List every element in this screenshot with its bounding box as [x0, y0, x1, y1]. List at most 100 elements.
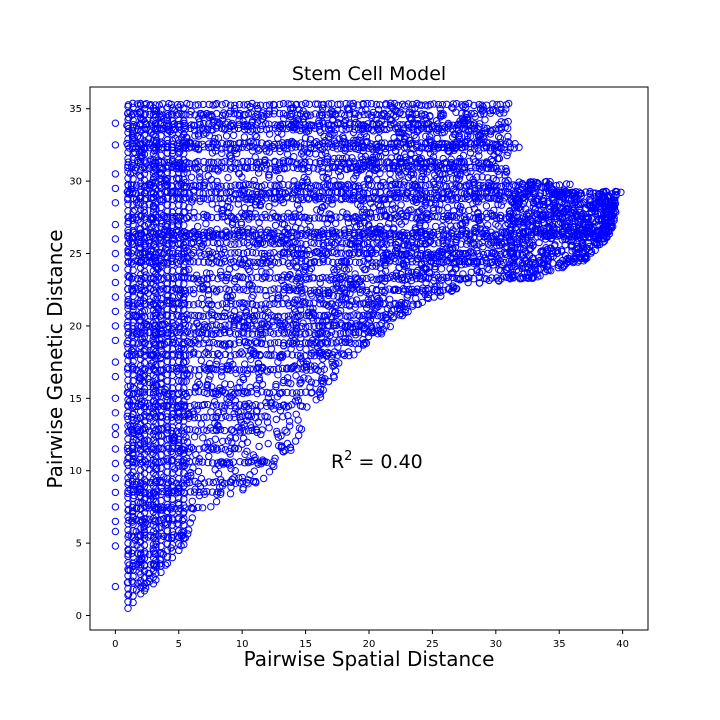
data-point [323, 158, 331, 166]
data-point [208, 259, 216, 267]
data-point [293, 187, 302, 196]
data-point [315, 239, 323, 248]
data-point [316, 128, 325, 137]
data-point [505, 139, 514, 147]
data-point [260, 474, 268, 483]
data-point [190, 433, 199, 441]
data-point [231, 240, 239, 248]
data-point [200, 164, 209, 173]
data-point [111, 394, 120, 402]
data-point [247, 274, 256, 282]
data-point [194, 258, 203, 266]
data-point [221, 111, 230, 119]
data-point [452, 238, 460, 247]
data-point [270, 231, 278, 239]
data-point [198, 504, 207, 512]
data-point [444, 124, 452, 132]
data-point [217, 189, 225, 198]
data-point [111, 141, 120, 149]
data-point [253, 285, 261, 293]
data-point [189, 258, 198, 266]
data-point [252, 249, 260, 257]
data-point [199, 189, 207, 198]
data-point [354, 321, 362, 330]
data-point [270, 101, 278, 109]
data-point [380, 165, 388, 173]
data-point [249, 258, 258, 266]
data-point [216, 194, 224, 203]
data-point [181, 144, 190, 152]
data-point [111, 503, 120, 511]
data-point [111, 517, 120, 526]
data-point [235, 100, 244, 109]
data-point [207, 213, 216, 222]
data-point [188, 497, 197, 505]
data-point [302, 345, 310, 353]
data-point [182, 193, 190, 202]
data-point [275, 159, 284, 167]
data-point [386, 322, 394, 331]
data-point [111, 336, 120, 345]
scatter-points [111, 99, 625, 612]
data-point [502, 105, 510, 113]
data-point [229, 131, 238, 140]
data-point [207, 408, 215, 416]
data-point [214, 301, 222, 309]
data-point [244, 229, 253, 238]
data-point [160, 275, 168, 283]
data-point [218, 158, 226, 167]
data-point [257, 430, 265, 439]
data-point [354, 311, 362, 319]
data-point [111, 488, 120, 497]
data-point [261, 286, 269, 295]
data-point [190, 249, 198, 257]
data-point [367, 100, 376, 108]
data-point [257, 125, 265, 134]
data-point [224, 173, 232, 182]
data-point [284, 181, 293, 189]
data-point [261, 165, 270, 173]
data-point [194, 101, 202, 109]
data-point [159, 143, 167, 152]
data-point [111, 184, 120, 193]
data-point [193, 406, 201, 414]
data-point [111, 474, 120, 482]
data-point [349, 99, 358, 108]
data-point [190, 214, 198, 222]
data-point [310, 214, 319, 222]
data-point [181, 125, 190, 133]
data-point [378, 286, 386, 295]
data-point [434, 100, 443, 109]
data-point [457, 240, 465, 248]
data-point [186, 100, 194, 109]
data-point [200, 157, 208, 166]
data-point [279, 99, 288, 108]
data-point [230, 233, 239, 241]
data-point [111, 170, 120, 178]
data-point [209, 181, 217, 189]
data-point [284, 312, 292, 320]
data-point [342, 125, 350, 134]
data-point [267, 181, 275, 189]
data-point [355, 258, 364, 267]
data-point [257, 305, 265, 313]
data-point [381, 144, 389, 153]
data-point [185, 164, 194, 172]
data-point [194, 300, 203, 308]
data-point [256, 145, 264, 153]
data-point [212, 321, 221, 329]
data-point [496, 134, 505, 142]
data-point [198, 328, 207, 337]
data-point [191, 101, 200, 109]
data-point [232, 300, 240, 308]
data-point [221, 164, 229, 172]
data-point [297, 193, 305, 202]
data-point [194, 467, 203, 476]
data-point [310, 322, 318, 330]
data-point [190, 289, 198, 298]
data-point [111, 235, 120, 243]
data-point [302, 231, 310, 240]
data-point [213, 99, 221, 108]
data-point [470, 101, 478, 110]
data-point [337, 249, 346, 257]
